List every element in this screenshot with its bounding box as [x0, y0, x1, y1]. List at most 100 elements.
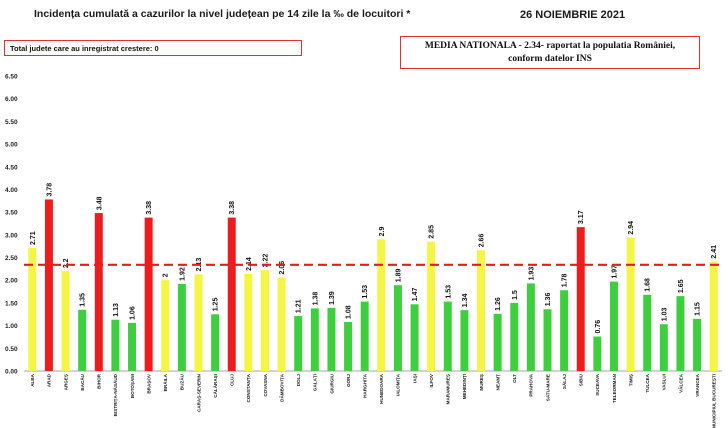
x-category-label: ARGEȘ	[63, 374, 69, 390]
y-tick-label: 6.50	[5, 74, 18, 81]
bar	[460, 310, 469, 371]
x-category-label: BRAȘOV	[146, 373, 152, 394]
y-tick-label: 0.50	[5, 346, 18, 353]
bar-value-label: 1.53	[445, 285, 452, 299]
x-category-label: TULCEA	[645, 373, 650, 392]
x-category-label: MUREȘ	[479, 374, 485, 391]
x-category-label: MARAMUREȘ	[446, 374, 452, 404]
y-tick-label: 5.50	[5, 119, 18, 126]
x-category-label: CONSTANȚA	[246, 373, 251, 402]
bar-value-label: 1.35	[80, 293, 87, 307]
bar	[377, 239, 386, 371]
bar	[626, 237, 635, 371]
x-category-label: GORJ	[346, 374, 351, 387]
bar-value-label: 3.48	[96, 196, 103, 210]
chart-title: Incidența cumulată a cazurilor la nivel …	[34, 8, 411, 20]
x-category-label: OLT	[512, 374, 517, 383]
bar-value-label: 1.97	[611, 265, 618, 279]
bar-value-label: 1.34	[462, 293, 469, 307]
x-category-label: BACĂU	[79, 373, 85, 390]
bar-value-label: 1.38	[312, 292, 319, 306]
y-tick-label: 4.50	[5, 164, 18, 171]
y-tick-label: 1.50	[5, 300, 18, 307]
bar-value-label: 1.13	[113, 303, 120, 317]
x-category-label: PRAHOVA	[529, 373, 534, 396]
x-category-label: SĂLAJ	[561, 374, 567, 390]
bar	[277, 277, 286, 371]
bar-value-label: 2.94	[628, 221, 635, 235]
national-average-note: MEDIA NATIONALA - 2.34- raportat la popu…	[400, 36, 700, 69]
x-category-label: HARGHITA	[362, 373, 367, 398]
bar	[294, 316, 303, 371]
bar	[310, 308, 319, 371]
bar	[344, 321, 353, 371]
bar-value-label: 0.76	[595, 320, 602, 334]
bar-value-label: 1.15	[695, 302, 702, 316]
bar-value-label: 2.85	[429, 225, 436, 239]
bar	[643, 294, 652, 371]
x-category-label: VASLUI	[662, 374, 667, 391]
bar-value-label: 3.78	[46, 183, 53, 197]
bar	[477, 250, 486, 371]
x-category-label: BISTRIȚA-NĂSĂUD	[112, 373, 118, 416]
x-category-label: TELEORMAN	[612, 373, 617, 403]
x-category-label: VRANCEA	[695, 373, 700, 396]
bar	[177, 283, 186, 371]
bar-value-label: 1.39	[329, 291, 336, 305]
bar	[194, 274, 203, 371]
bar-value-label: 1.08	[346, 305, 353, 319]
x-category-label: TIMIȘ	[628, 374, 634, 386]
x-category-label: GALAȚI	[313, 374, 318, 391]
y-tick-label: 3.00	[5, 232, 18, 239]
bar-value-label: 2.2	[63, 258, 70, 268]
national-average-line1: MEDIA NATIONALA - 2.34- raportat la popu…	[424, 41, 676, 51]
bar-value-label: 2	[163, 273, 170, 277]
bar	[260, 270, 269, 371]
bar-value-label: 3.17	[578, 210, 585, 224]
bar-value-label: 2.9	[379, 227, 386, 237]
x-category-label: CARAȘ-SEVERIN	[196, 373, 202, 412]
bar-value-label: 2.71	[30, 231, 37, 245]
bar	[161, 280, 170, 371]
x-category-label: DOLJ	[296, 374, 301, 387]
bar	[393, 285, 402, 371]
bar-value-label: 2.66	[479, 234, 486, 248]
national-average-line2: conform datelor INS	[508, 54, 592, 64]
bar	[709, 261, 718, 371]
y-tick-label: 5.00	[5, 142, 18, 149]
x-category-label: DÂMBOVIȚA	[278, 373, 284, 401]
x-category-label: BUZĂU	[179, 373, 185, 390]
bar	[609, 281, 618, 371]
x-category-label: SATU-MARE	[545, 374, 550, 401]
bar	[676, 296, 685, 371]
bar	[61, 271, 70, 371]
bar	[410, 304, 419, 371]
bar-value-label: 1.93	[528, 267, 535, 281]
bar	[493, 313, 502, 371]
bar-value-label: 1.21	[296, 299, 303, 313]
bar-value-label: 1.5	[512, 290, 519, 300]
bar	[543, 309, 552, 371]
bar	[560, 290, 569, 371]
increase-count-note: Total judete care au inregistrat crester…	[4, 40, 302, 56]
bar	[227, 217, 236, 371]
bar	[211, 314, 220, 371]
bar-value-label: 3.38	[146, 201, 153, 215]
bar-value-label: 1.47	[412, 288, 419, 302]
x-category-label: ARAD	[47, 373, 52, 387]
y-tick-label: 2.50	[5, 255, 18, 262]
bar-value-label: 1.65	[678, 279, 685, 293]
bar-value-label: 1.26	[495, 297, 502, 311]
bar	[111, 319, 120, 371]
bar-value-label: 1.92	[179, 267, 186, 281]
x-category-label: COVASNA	[263, 373, 268, 396]
bar-value-label: 1.03	[661, 308, 668, 322]
bar-value-label: 1.89	[395, 268, 402, 282]
y-tick-label: 3.50	[5, 210, 18, 217]
x-category-label: CLUJ	[230, 374, 235, 386]
y-tick-label: 2.00	[5, 278, 18, 285]
bar-value-label: 2.41	[711, 245, 718, 259]
bar	[144, 217, 153, 371]
bar	[510, 302, 519, 371]
y-tick-label: 4.00	[5, 187, 18, 194]
